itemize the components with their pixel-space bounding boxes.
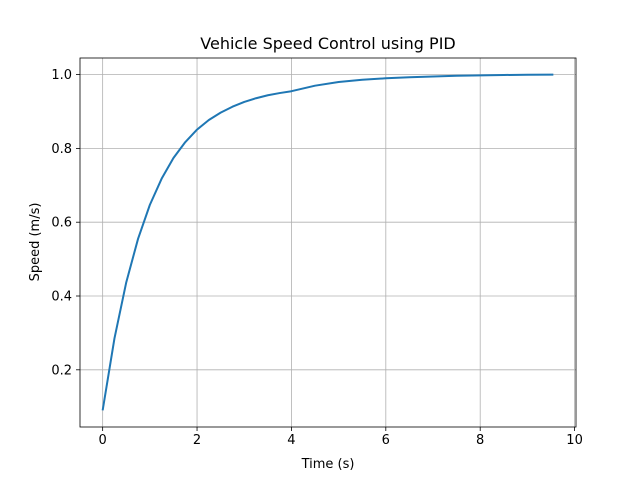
x-tick-label: 4 bbox=[287, 433, 295, 448]
y-tick-label: 1.0 bbox=[51, 68, 72, 83]
x-tick-label: 2 bbox=[193, 433, 201, 448]
x-tick-label: 6 bbox=[382, 433, 390, 448]
x-axis-label: Time (s) bbox=[301, 457, 355, 472]
x-tick-label: 8 bbox=[476, 433, 484, 448]
y-tick-label: 0.2 bbox=[51, 363, 72, 378]
series-line bbox=[101, 73, 554, 411]
ticks: 0 2 4 6 8 10 0.2 0.4 0.6 0.8 1.0 bbox=[51, 68, 583, 448]
x-tick-label: 0 bbox=[99, 433, 107, 448]
chart-title: Vehicle Speed Control using PID bbox=[200, 34, 455, 53]
series-layer bbox=[101, 73, 554, 411]
plot-frame bbox=[79, 57, 577, 428]
x-tick-label: 10 bbox=[566, 433, 583, 448]
y-tick-label: 0.8 bbox=[51, 142, 72, 157]
y-tick-label: 0.4 bbox=[51, 290, 72, 305]
grid bbox=[80, 58, 576, 427]
y-axis-label: Speed (m/s) bbox=[28, 203, 43, 282]
y-tick-label: 0.6 bbox=[51, 216, 72, 231]
